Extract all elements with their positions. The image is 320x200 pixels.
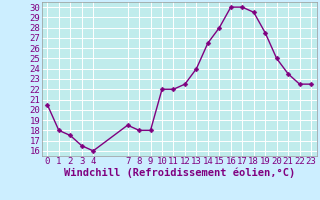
X-axis label: Windchill (Refroidissement éolien,°C): Windchill (Refroidissement éolien,°C)	[64, 168, 295, 178]
